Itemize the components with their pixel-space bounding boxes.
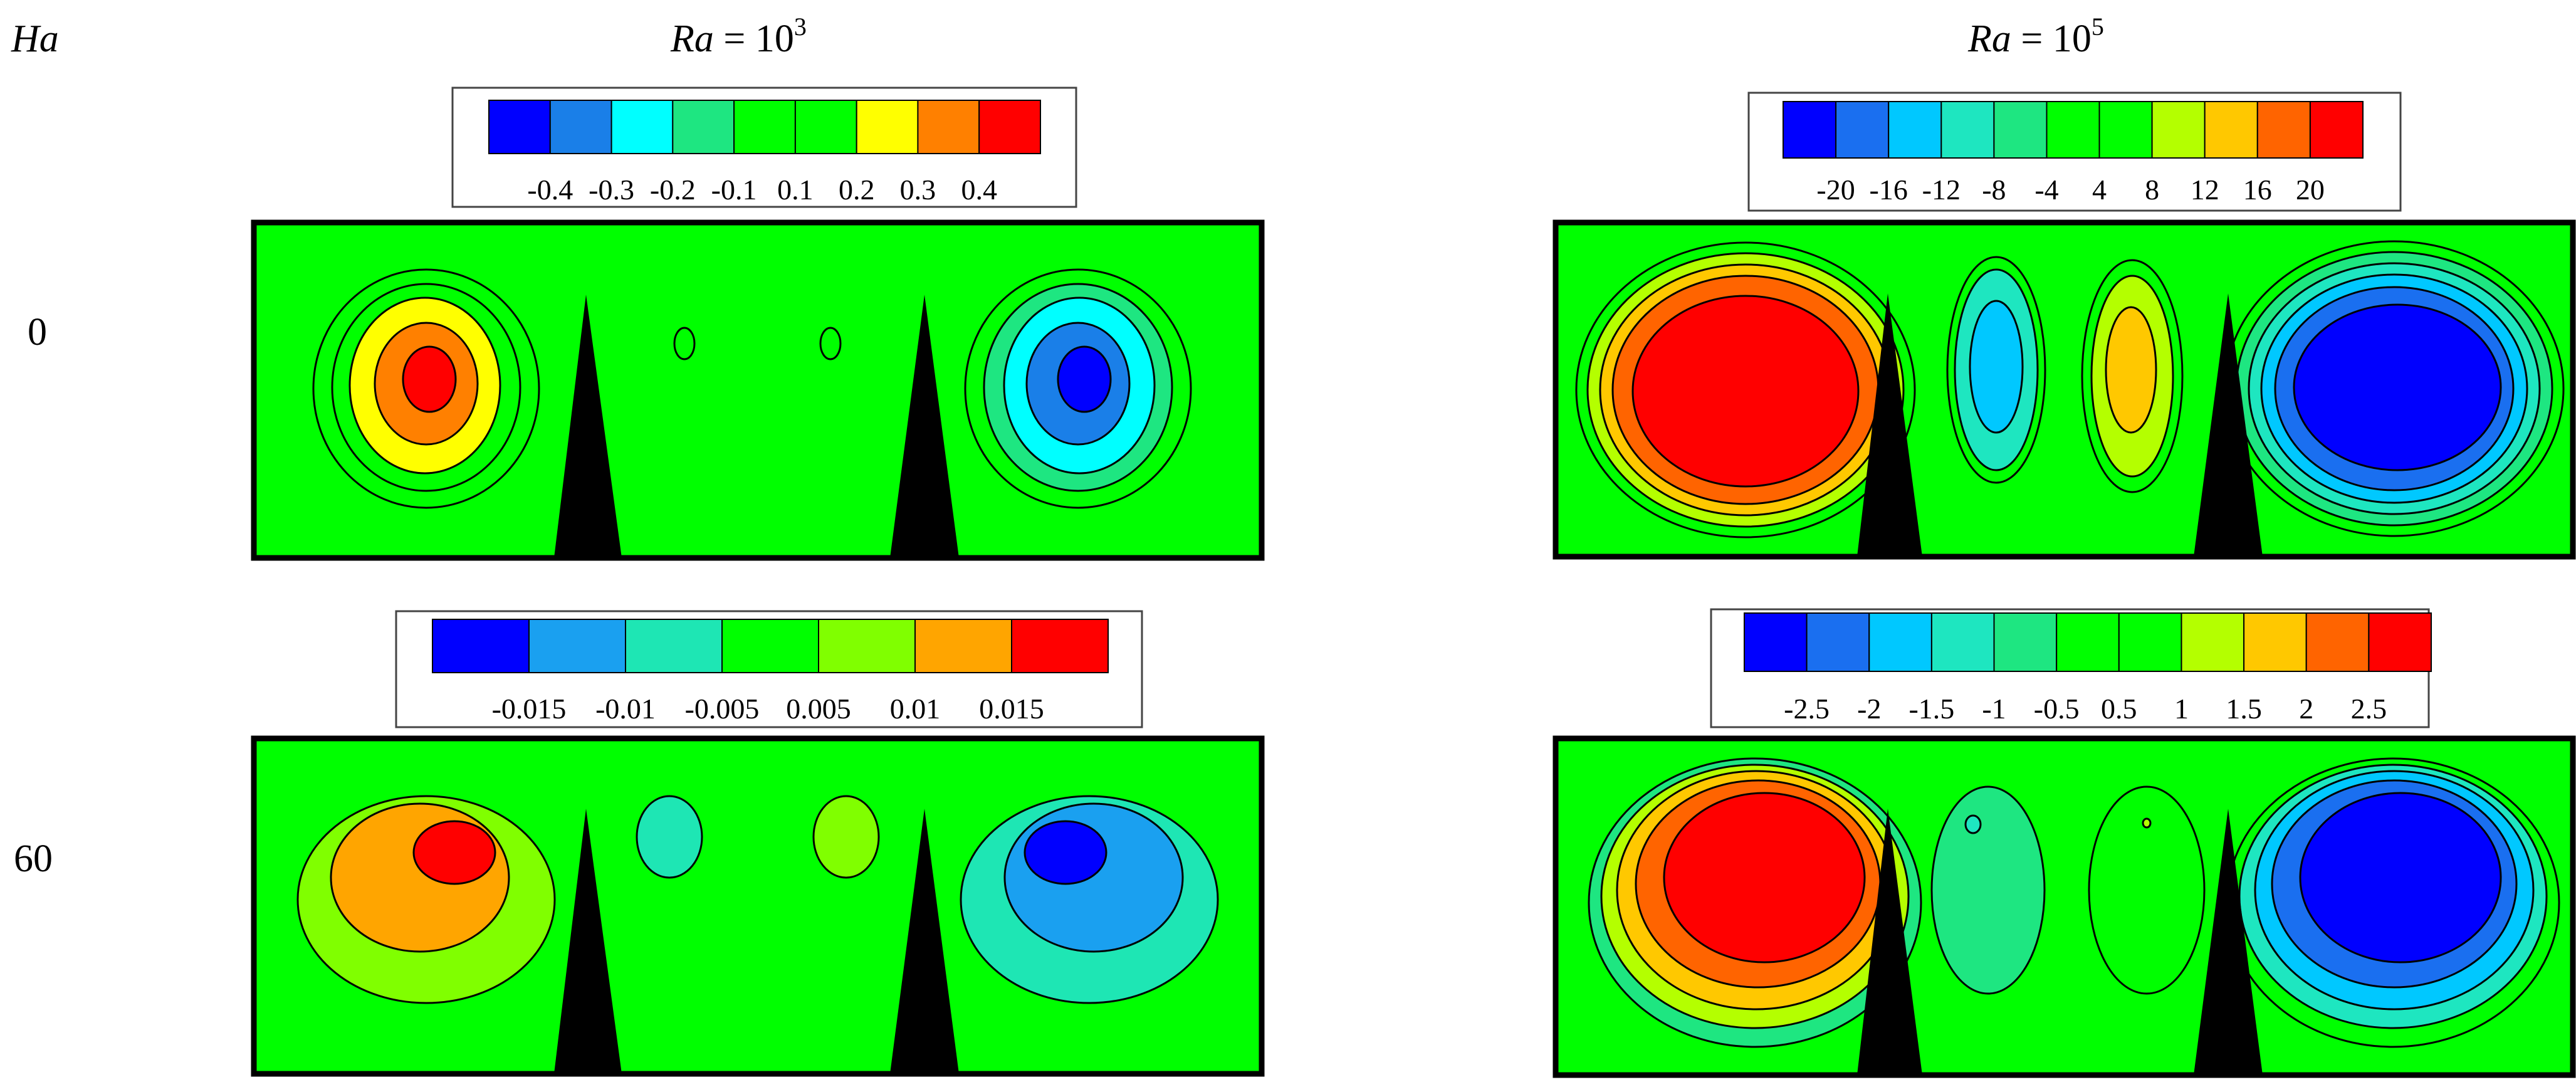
row-label-ha-0: 0 (28, 311, 47, 354)
legend-swatch (672, 100, 735, 154)
panel-ra3-ha60 (251, 735, 1265, 1077)
legend-tick-label: 20 (2296, 174, 2325, 206)
row-label-ha-60: 60 (14, 837, 53, 880)
legend-tick-label: 0.4 (961, 174, 997, 206)
legend-swatch (2309, 101, 2364, 159)
legend-swatch (2256, 101, 2311, 159)
legend-tick-label: -0.01 (595, 693, 656, 725)
legend-swatch (1868, 612, 1932, 672)
legend-tick-label: -20 (1816, 174, 1855, 206)
legend-tick-label: 0.1 (777, 174, 814, 206)
legend-swatch (1835, 101, 1890, 159)
legend-tick-label: 0.015 (979, 693, 1044, 725)
legend-swatch (1744, 612, 1808, 672)
legend-tick-label: -2.5 (1784, 693, 1830, 725)
legend-swatch (1940, 101, 1995, 159)
legend-tick-label: 12 (2191, 174, 2219, 206)
legend-swatch (2243, 612, 2307, 672)
legend-tick-label: -2 (1857, 693, 1881, 725)
legend-tick-label: -0.4 (527, 174, 573, 206)
legend-ra5-ha60: -2.5 -2 -1.5 -1 -0.5 0.5 1 1.5 2 2.5 (1710, 608, 2432, 728)
legend-ra3-ha0: -0.4 -0.3 -0.2 -0.1 0.1 0.2 0.3 0.4 (451, 87, 1077, 208)
legend-tick-label: 0.5 (2101, 693, 2137, 725)
legend-swatch (2305, 612, 2370, 672)
legend-swatch (917, 100, 980, 154)
column-header-ra3: Ra = 103 (670, 13, 807, 60)
legend-swatch (2046, 101, 2100, 159)
legend-swatch (2151, 101, 2206, 159)
legend-tick-label: -12 (1922, 174, 1961, 206)
legend-swatch (1993, 612, 2058, 672)
legend-swatch (914, 619, 1012, 673)
legend-swatch (2181, 612, 2245, 672)
legend-tick-label: -0.1 (711, 174, 757, 206)
legend-tick-label: 2 (2299, 693, 2313, 725)
legend-swatch (2118, 612, 2182, 672)
legend-tick-label: 2.5 (2351, 693, 2387, 725)
legend-tick-label: -0.015 (492, 693, 567, 725)
legend-swatch (2056, 612, 2120, 672)
legend-tick-label: 8 (2145, 174, 2159, 206)
column-header-ra3-eq: = 10 (714, 18, 794, 60)
legend-tick-label: -8 (1982, 174, 2006, 206)
legend-swatch (856, 100, 919, 154)
legend-tick-label: 16 (2243, 174, 2272, 206)
legend-tick-label: -1.5 (1908, 693, 1954, 725)
legend-swatch (528, 619, 626, 673)
legend-swatch (549, 100, 612, 154)
legend-swatch (1888, 101, 1942, 159)
legend-swatch (2368, 612, 2432, 672)
column-header-ra5-exp: 5 (2092, 13, 2104, 41)
legend-swatch (432, 619, 530, 673)
panel-ra5-ha60 (1552, 735, 2576, 1078)
legend-swatch (2098, 101, 2153, 159)
legend-tick-label: -4 (2034, 174, 2058, 206)
legend-swatch (978, 100, 1041, 154)
column-header-ra3-base: Ra (670, 18, 714, 60)
column-header-ra3-exp: 3 (794, 13, 807, 41)
legend-tick-label: -16 (1870, 174, 1908, 206)
legend-tick-label: 1.5 (2226, 693, 2262, 725)
legend-swatch (721, 619, 819, 673)
legend-swatch (610, 100, 674, 154)
legend-tick-label: 1 (2174, 693, 2189, 725)
legend-swatch (1806, 612, 1870, 672)
legend-tick-label: -1 (1982, 693, 2006, 725)
legend-tick-label: -0.005 (685, 693, 760, 725)
legend-swatch (1930, 612, 1995, 672)
legend-tick-label: 0.3 (900, 174, 936, 206)
legend-swatch (488, 100, 551, 154)
legend-swatch (733, 100, 796, 154)
panel-ra3-ha0 (251, 219, 1265, 561)
legend-tick-label: 0.2 (839, 174, 875, 206)
legend-tick-label: -0.5 (2034, 693, 2080, 725)
legend-swatch (625, 619, 723, 673)
column-header-ra5-base: Ra (1967, 18, 2011, 60)
legend-swatch (818, 619, 916, 673)
legend-swatch (2204, 101, 2258, 159)
row-header-ha: Ha (11, 18, 59, 60)
legend-tick-label: -0.2 (650, 174, 696, 206)
legend-tick-label: 0.01 (890, 693, 941, 725)
legend-swatch (1993, 101, 2048, 159)
legend-swatch (794, 100, 857, 154)
legend-ra3-ha60: -0.015 -0.01 -0.005 0.005 0.01 0.015 (395, 610, 1143, 728)
legend-tick-label: 4 (2092, 174, 2107, 206)
legend-tick-label: 0.005 (786, 693, 851, 725)
legend-ra5-ha0: -20 -16 -12 -8 -4 4 8 12 16 20 (1747, 92, 2402, 212)
legend-swatch (1011, 619, 1109, 673)
legend-swatch (1783, 101, 1837, 159)
column-header-ra5: Ra = 105 (1967, 13, 2104, 60)
legend-tick-label: -0.3 (589, 174, 634, 206)
panel-ra5-ha0 (1552, 219, 2576, 560)
column-header-ra5-eq: = 10 (2011, 18, 2092, 60)
